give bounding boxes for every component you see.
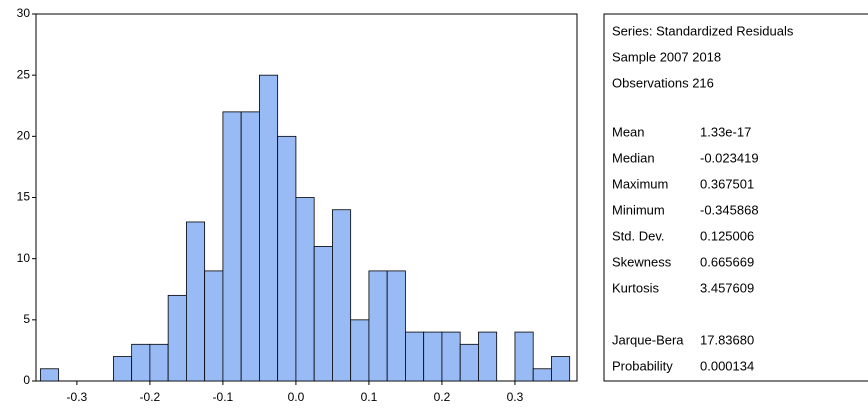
bar: [405, 332, 423, 381]
bar: [113, 357, 131, 381]
bar: [351, 320, 369, 381]
stat-value: 1.33e-17: [700, 124, 751, 139]
x-tick-label: 0.3: [507, 390, 524, 404]
bar: [460, 344, 478, 381]
x-tick-label: 0.1: [361, 390, 378, 404]
bar: [223, 112, 241, 381]
y-tick-label: 5: [23, 312, 30, 326]
bar: [296, 198, 314, 382]
stat-value: 3.457609: [700, 280, 754, 295]
stats-header: Sample 2007 2018: [612, 49, 721, 64]
x-tick-label: -0.2: [140, 390, 161, 404]
bar: [424, 332, 442, 381]
bar: [40, 369, 58, 381]
bar: [332, 210, 350, 381]
stat-value: -0.023419: [700, 150, 759, 165]
bar: [132, 344, 150, 381]
bar: [205, 271, 223, 381]
bar: [186, 222, 204, 381]
bar: [533, 369, 551, 381]
bar: [478, 332, 496, 381]
bar: [515, 332, 533, 381]
stat-label: Minimum: [612, 202, 665, 217]
bar: [278, 136, 296, 381]
bar: [150, 344, 168, 381]
stat-value: 0.367501: [700, 176, 754, 191]
bar: [241, 112, 259, 381]
y-tick-label: 15: [17, 190, 31, 204]
x-tick-label: -0.3: [67, 390, 88, 404]
test-value: 17.83680: [700, 332, 754, 347]
bar: [259, 75, 277, 381]
stat-label: Kurtosis: [612, 280, 659, 295]
x-tick-label: 0.2: [434, 390, 451, 404]
stat-label: Maximum: [612, 176, 668, 191]
stats-header: Observations 216: [612, 75, 714, 90]
stat-label: Skewness: [612, 254, 672, 269]
y-tick-label: 0: [23, 373, 30, 387]
bar: [314, 246, 332, 381]
bar: [387, 271, 405, 381]
bar: [442, 332, 460, 381]
test-label: Jarque-Bera: [612, 332, 684, 347]
test-value: 0.000134: [700, 358, 754, 373]
y-tick-label: 10: [17, 251, 31, 265]
stat-value: 0.665669: [700, 254, 754, 269]
stat-value: 0.125006: [700, 228, 754, 243]
y-tick-label: 30: [17, 6, 31, 20]
x-tick-label: -0.1: [213, 390, 234, 404]
stats-frame: [604, 14, 868, 381]
stat-label: Median: [612, 150, 655, 165]
stat-label: Std. Dev.: [612, 228, 665, 243]
bar: [369, 271, 387, 381]
x-tick-label: 0.0: [288, 390, 305, 404]
stat-label: Mean: [612, 124, 645, 139]
chart: 0 5 10 15 20 25 30 -0.3 -0.2 -0.1 0.0 0.1 0.2 0.3 Seri…: [0, 0, 868, 413]
test-label: Probability: [612, 358, 673, 373]
bar: [551, 357, 569, 381]
y-tick-label: 20: [17, 129, 31, 143]
bar: [168, 295, 186, 381]
y-tick-label: 25: [17, 67, 31, 81]
stat-value: -0.345868: [700, 202, 759, 217]
stats-header: Series: Standardized Residuals: [612, 23, 794, 38]
